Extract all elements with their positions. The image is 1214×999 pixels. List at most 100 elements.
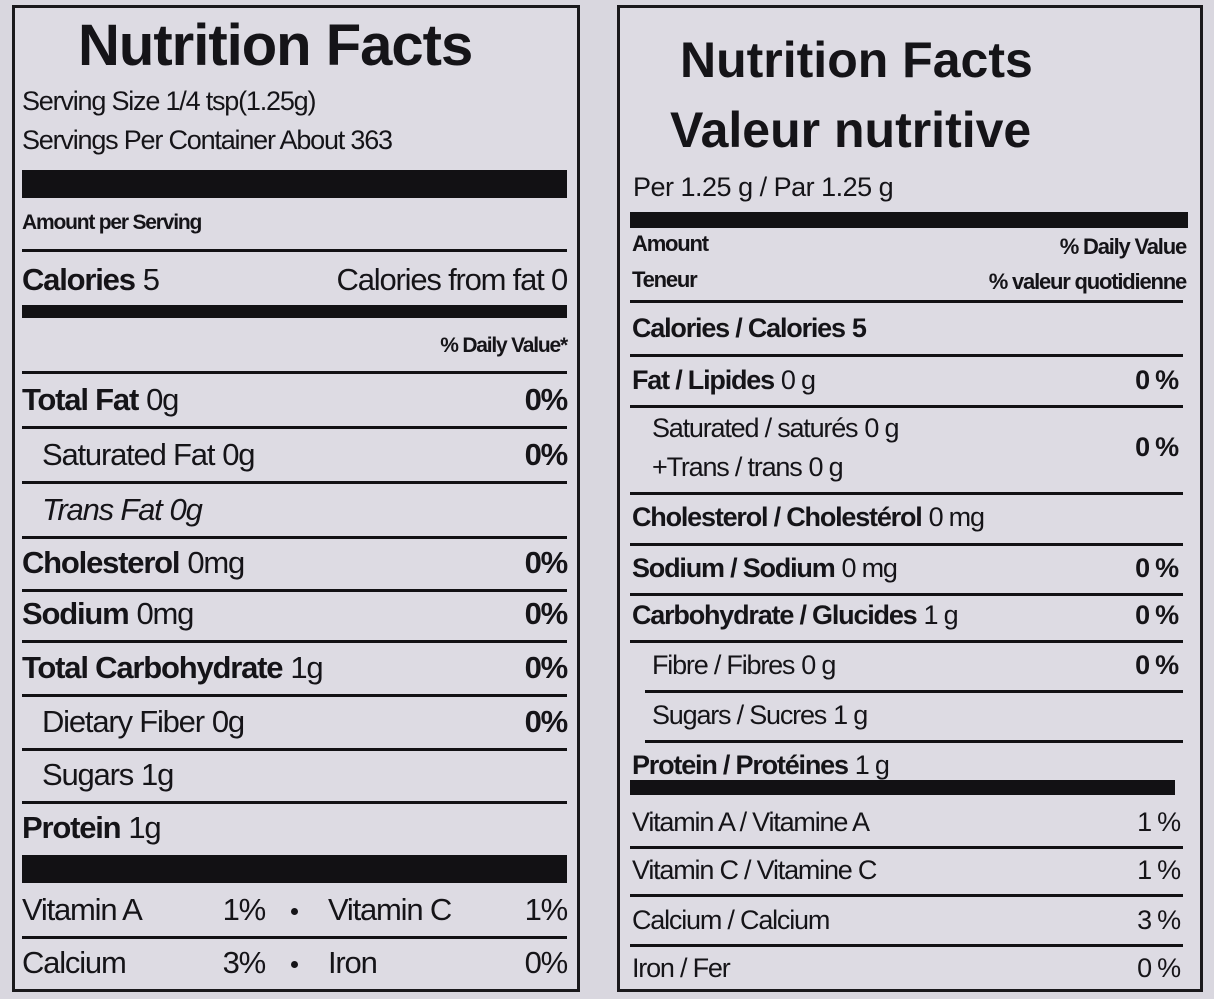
- panel-en: [12, 5, 580, 992]
- nutrient-name: Sodium / Sodium: [632, 553, 836, 583]
- nutrient-amount: 0 g: [801, 650, 836, 680]
- daily-value: 0%: [524, 650, 569, 685]
- vitamin-name: Vitamin A / Vitamine A: [632, 807, 870, 837]
- rule: [22, 640, 567, 643]
- nutrient-amount: 0 g: [864, 413, 899, 443]
- nutrient-name: Protein / Protéines: [632, 750, 849, 780]
- nutrient-name: Protein: [22, 810, 122, 845]
- nutrient-amount: 0mg: [136, 596, 194, 631]
- rule: [22, 936, 567, 939]
- nutrient-name: Fat / Lipides: [632, 365, 775, 395]
- nutrient-name: Total Carbohydrate: [22, 650, 284, 685]
- thick-rule: [22, 305, 567, 318]
- vitamin-name: Calcium / Calcium: [632, 905, 830, 935]
- nutrient-row: Saturated Fat 0g: [42, 437, 256, 473]
- vitamin-name: Iron / Fer: [632, 953, 731, 983]
- rule: [22, 426, 567, 429]
- nutrient-amount: 0 g: [780, 365, 816, 395]
- daily-value: 0%: [524, 545, 569, 580]
- nutrient-row: Sodium / Sodium 0 mg: [632, 550, 898, 586]
- separator-dot: [291, 961, 298, 968]
- nutrient-amount: 1 g: [833, 700, 868, 730]
- vitamin-name: Vitamin A: [22, 892, 143, 927]
- vitamin-dv: 3%: [222, 945, 267, 980]
- nutrient-name: Saturated Fat: [42, 437, 215, 472]
- nutrient-amount: 1g: [128, 810, 161, 845]
- nutrient-name: Dietary Fiber: [42, 704, 205, 739]
- nutrient-name: Sodium: [22, 596, 130, 631]
- nutrient-row: Trans Fat 0g: [42, 492, 203, 528]
- daily-value-header: % Daily Value*: [440, 334, 568, 357]
- rule: [630, 492, 1183, 495]
- nutrient-row: Sugars 1g: [42, 757, 174, 793]
- panel-bilingual: [617, 5, 1203, 992]
- rule: [630, 354, 1183, 357]
- daily-value: 0 %: [1135, 432, 1179, 462]
- nutrient-row: Total Carbohydrate 1g: [22, 650, 324, 686]
- thick-rule: [630, 780, 1175, 795]
- nutrient-row: Dietary Fiber 0g: [42, 704, 245, 740]
- nutrient-name: Carbohydrate / Glucides: [632, 600, 918, 630]
- nutrient-row: Sugars / Sucres 1 g: [652, 697, 868, 733]
- nutrient-row: +Trans / trans 0 g: [652, 449, 844, 485]
- nutrient-row: Cholesterol / Cholestérol 0 mg: [632, 499, 985, 535]
- daily-value: 0 %: [1135, 365, 1179, 395]
- rule: [22, 748, 567, 751]
- rule: [645, 740, 1183, 743]
- daily-value-fr: % valeur quotidienne: [988, 269, 1187, 294]
- nutrient-amount: 1 g: [854, 750, 890, 780]
- nutrient-amount: 0g: [222, 437, 255, 472]
- rule: [22, 249, 567, 252]
- vitamin-name: Vitamin C / Vitamine C: [632, 855, 877, 885]
- title-fr: Valeur nutritive: [670, 102, 1032, 158]
- nutrient-row: Carbohydrate / Glucides 1 g: [632, 597, 959, 633]
- vitamin-name: Calcium: [22, 945, 127, 980]
- servings-per-container: Servings Per Container About 363: [22, 125, 393, 155]
- rule: [22, 589, 567, 592]
- nutrient-amount: 0 g: [808, 452, 844, 482]
- nutrient-row: Fibre / Fibres 0 g: [652, 647, 836, 683]
- rule: [630, 405, 1183, 408]
- nutrient-row: Protein 1g: [22, 810, 162, 846]
- rule: [22, 536, 567, 539]
- rule: [630, 593, 1183, 596]
- nutrient-name: Fibre / Fibres: [652, 650, 795, 680]
- rule: [630, 543, 1183, 546]
- daily-value: 0%: [524, 596, 569, 631]
- rule: [630, 944, 1183, 947]
- amount-fr: Teneur: [632, 267, 698, 292]
- daily-value: 0%: [524, 437, 569, 472]
- nutrient-name: Sugars: [42, 757, 134, 792]
- calories-row: Calories / Calories 5: [632, 310, 867, 346]
- serving-size: Serving Size 1/4 tsp(1.25g): [22, 86, 316, 116]
- daily-value: 0%: [524, 382, 569, 417]
- nutrient-row: Cholesterol 0mg: [22, 545, 245, 581]
- amount: Amount: [632, 231, 709, 256]
- daily-value: 0 %: [1135, 600, 1179, 630]
- nutrient-name: Saturated / saturés: [652, 413, 859, 443]
- vitamin-dv: 0 %: [1137, 953, 1181, 983]
- daily-value: 0%: [524, 704, 569, 739]
- amount-per-serving: Amount per Serving: [22, 211, 202, 234]
- nutrient-name: +Trans / trans: [652, 452, 803, 482]
- rule: [645, 690, 1183, 693]
- separator-dot: [291, 908, 298, 915]
- nutrient-amount: 0 mg: [841, 553, 898, 583]
- rule: [22, 371, 567, 374]
- thick-rule: [630, 212, 1188, 228]
- thick-rule: [22, 855, 567, 883]
- vitamin-dv: 1 %: [1137, 807, 1181, 837]
- daily-value: 0 %: [1135, 650, 1179, 680]
- nutrient-amount: 1g: [141, 757, 174, 792]
- nutrient-amount: 0g: [169, 492, 203, 527]
- rule: [630, 300, 1183, 303]
- vitamin-dv: 0%: [524, 945, 569, 980]
- nutrient-row: Protein / Protéines 1 g: [632, 747, 890, 783]
- calories-value: 5: [851, 313, 867, 343]
- vitamin-name: Vitamin C: [328, 892, 452, 927]
- vitamin-dv: 1 %: [1137, 855, 1181, 885]
- nutrient-name: Cholesterol / Cholestérol: [632, 502, 923, 532]
- daily-value: 0 %: [1135, 553, 1179, 583]
- calories-label: Calories: [22, 262, 136, 297]
